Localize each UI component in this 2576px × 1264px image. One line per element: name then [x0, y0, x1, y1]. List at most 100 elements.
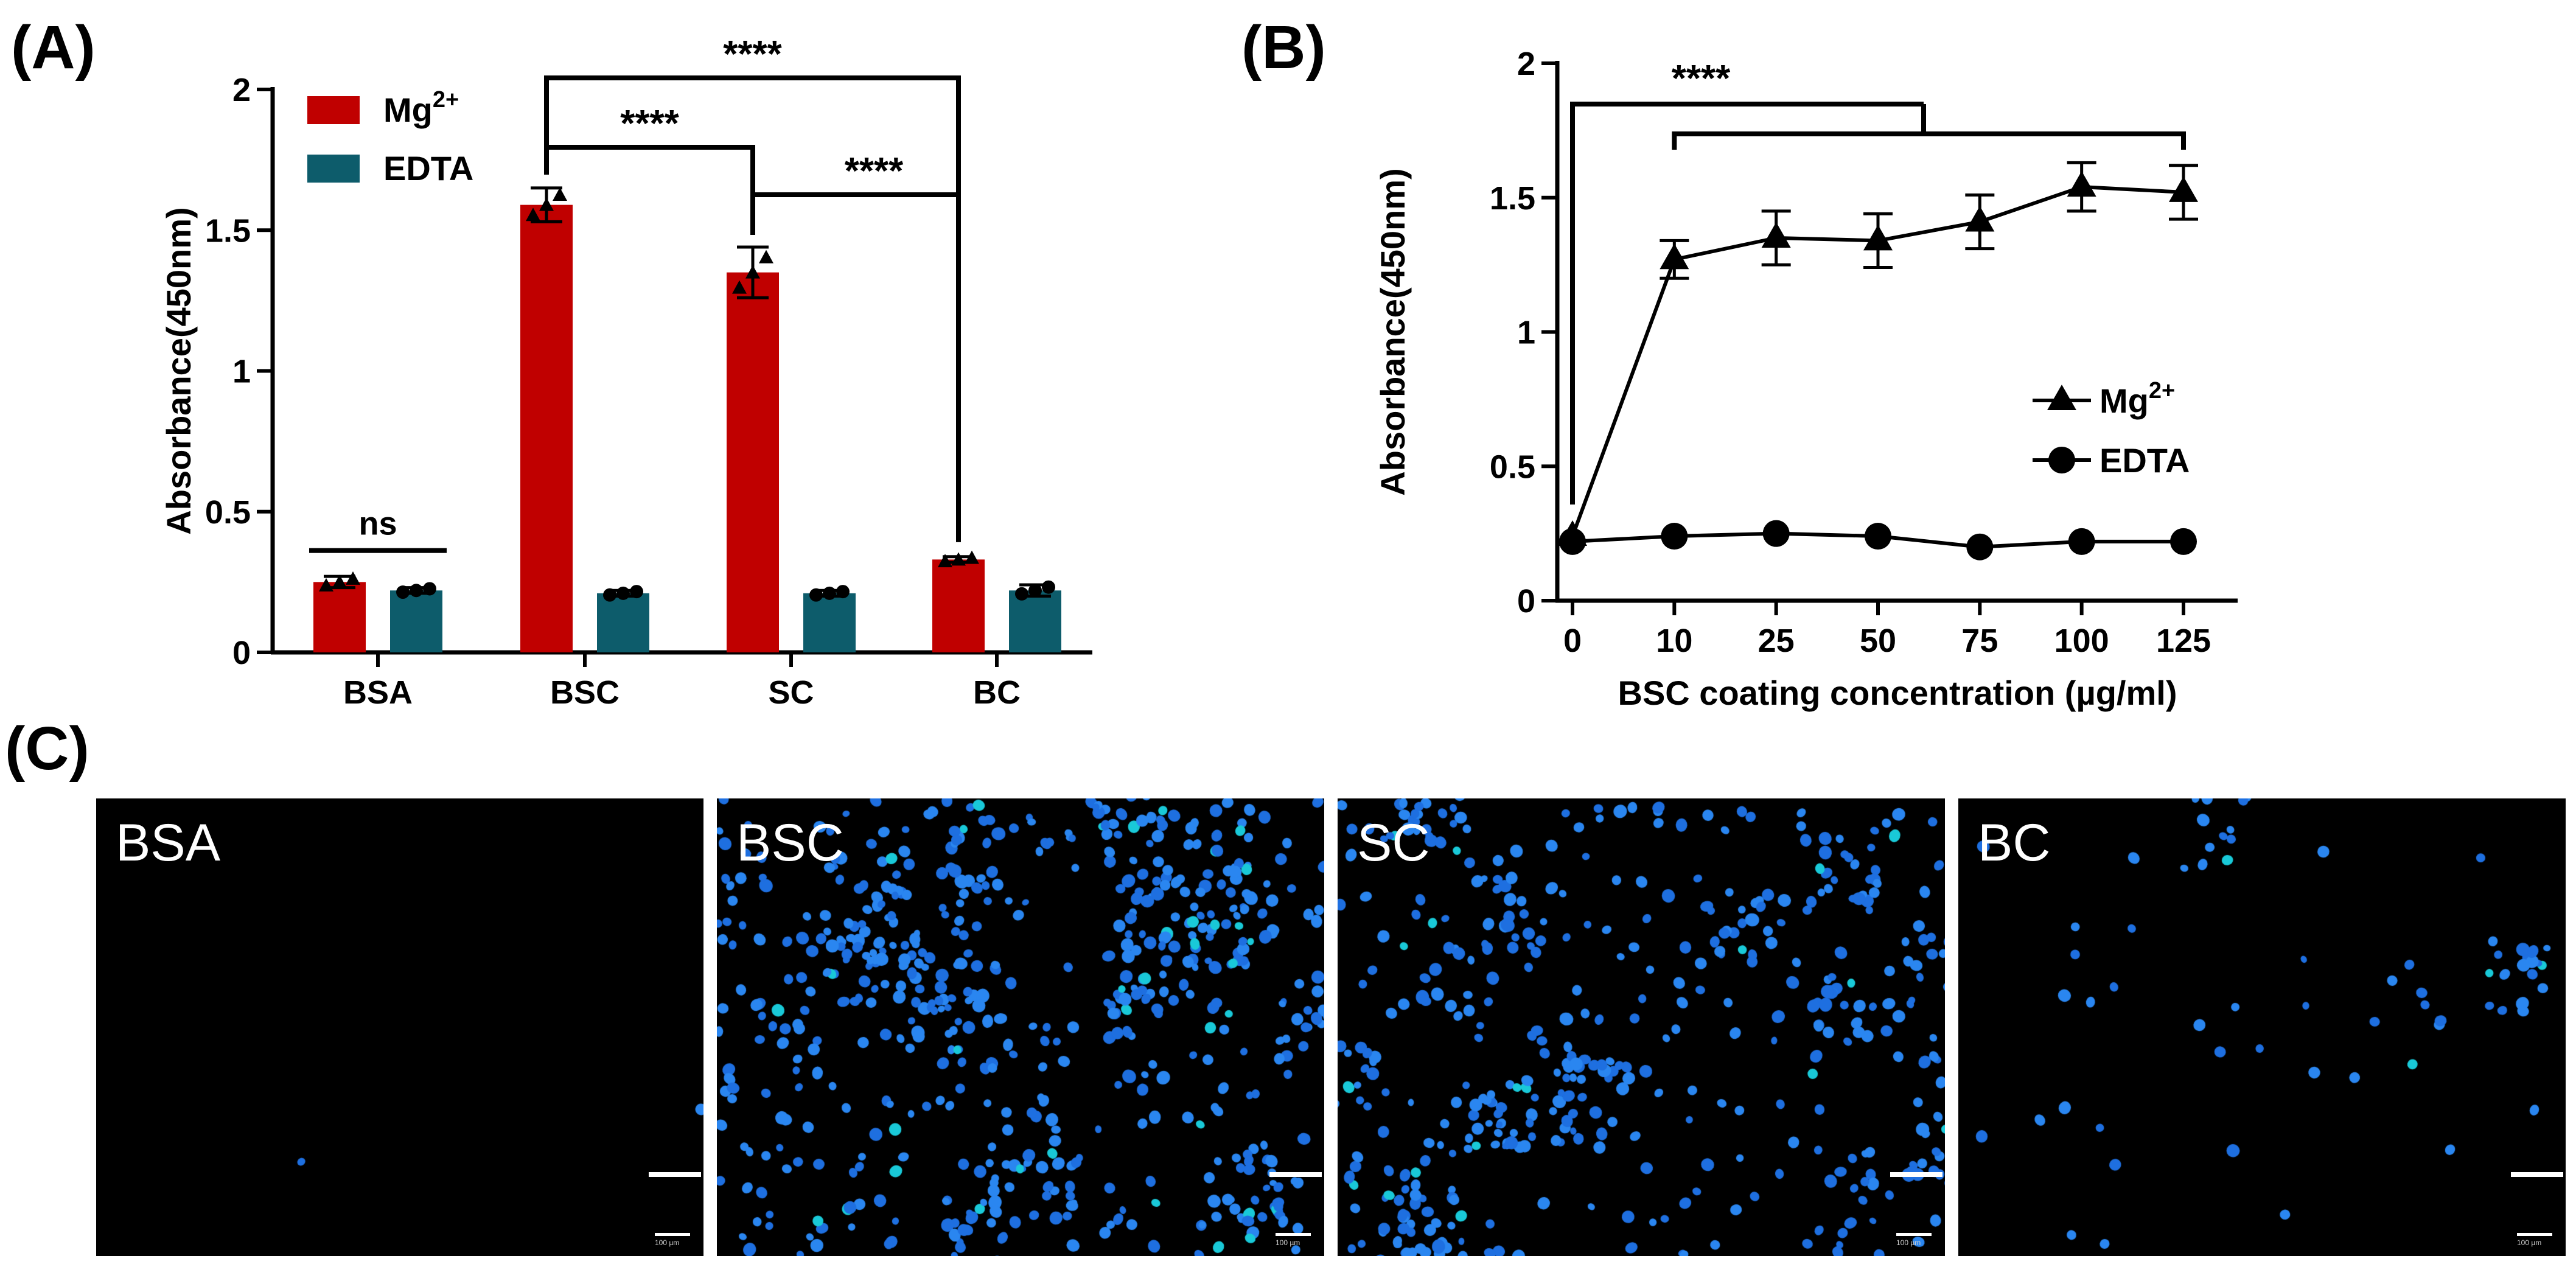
y-tick-label: 0	[232, 635, 251, 671]
micrograph-bsa: BSA 100 µm	[96, 798, 703, 1256]
y-tick-label: 1	[232, 354, 251, 390]
scale-bar-small	[1896, 1233, 1932, 1236]
x-tick-label: 10	[1656, 623, 1692, 659]
scale-bar-small	[655, 1233, 690, 1236]
replicate-point	[396, 585, 410, 599]
sig-bracket	[544, 145, 755, 235]
scale-bar-text: 100 µm	[655, 1238, 680, 1247]
legend-marker	[2047, 385, 2076, 410]
replicate-point	[732, 280, 747, 294]
legend-label: Mg2+	[383, 87, 459, 129]
sig-label: ****	[1672, 58, 1731, 100]
micrograph-label: BSC	[736, 814, 844, 872]
micrograph-image	[717, 798, 1324, 1256]
scale-bar-large	[649, 1172, 701, 1177]
data-point	[2169, 176, 2198, 202]
x-tick-label: 75	[1961, 623, 1998, 659]
micrograph-image	[96, 798, 703, 1256]
panel-label-c: (C)	[5, 714, 89, 783]
sig-bracket	[1570, 102, 1924, 505]
legend-label: EDTA	[2100, 441, 2190, 480]
replicate-point	[332, 574, 347, 588]
x-tick-label: BC	[973, 674, 1021, 711]
micrograph-label: BSA	[116, 814, 221, 872]
replicate-point	[823, 586, 836, 600]
y-tick-label: 1.5	[205, 212, 251, 249]
micrograph-label: BC	[1978, 814, 2051, 872]
x-tick-label: 100	[2054, 623, 2109, 659]
replicate-point	[410, 584, 423, 598]
replicate-point	[1042, 580, 1055, 594]
y-axis-label: Absorbance(450nm)	[1374, 168, 1412, 495]
y-tick-label: 2	[1517, 46, 1535, 82]
scale-bar-text: 100 µm	[2517, 1238, 2542, 1247]
bar-EDTA-BC	[1009, 590, 1061, 652]
replicate-point	[809, 588, 823, 602]
sig-label: ****	[845, 150, 904, 192]
data-point	[1966, 533, 1994, 560]
legend-label: Mg2+	[2100, 378, 2175, 420]
x-tick-label: BSC	[550, 674, 620, 711]
replicate-point	[346, 571, 360, 585]
micrograph-label: SC	[1357, 814, 1430, 872]
bar-EDTA-BSA	[390, 590, 442, 652]
replicate-point	[745, 265, 760, 279]
x-tick-label: SC	[768, 674, 814, 711]
data-point	[1762, 520, 1790, 547]
bar-Mg2+-SC	[727, 272, 779, 652]
data-point	[1661, 523, 1688, 550]
data-point	[2170, 528, 2197, 555]
sig-bracket	[750, 192, 961, 542]
bar-Mg2+-BSC	[520, 204, 573, 652]
data-point	[1761, 222, 1791, 248]
y-tick-label: 0	[1517, 583, 1535, 620]
y-tick-label: 1.5	[1490, 180, 1535, 217]
legend-marker	[2048, 447, 2075, 473]
replicate-point	[1015, 587, 1028, 601]
scale-bar-large	[1890, 1172, 1942, 1177]
micrograph-image	[1958, 798, 2566, 1256]
replicate-point	[603, 588, 616, 602]
micrograph-sc: SC 100 µm	[1338, 798, 1945, 1256]
scale-bar-text: 100 µm	[1896, 1238, 1921, 1247]
replicate-point	[616, 586, 630, 600]
data-point	[1559, 528, 1586, 555]
data-point	[1965, 206, 1995, 232]
y-tick-label: 1	[1517, 315, 1535, 351]
x-tick-label: BSA	[343, 674, 413, 711]
replicate-point	[759, 250, 773, 264]
legend-label: EDTA	[383, 149, 473, 187]
replicate-point	[319, 578, 333, 592]
line-chart-concentration: 0 0.5 1 1.5 2 Absorbance(450nm) 0 10 25 50 75 100 12…	[1374, 46, 2238, 712]
legend-swatch	[307, 96, 360, 124]
data-point	[2067, 171, 2096, 197]
scale-bar-small	[2517, 1233, 2552, 1236]
sig-label: ****	[620, 103, 679, 145]
replicate-point	[539, 197, 554, 211]
scale-bar-text: 100 µm	[1276, 1238, 1300, 1247]
scale-bar-large	[1269, 1172, 1322, 1177]
data-point	[1863, 225, 1893, 251]
replicate-point	[526, 208, 540, 222]
data-point	[1865, 523, 1891, 550]
x-tick-label: 125	[2156, 623, 2211, 659]
micrograph-bc: BC 100 µm	[1958, 798, 2566, 1256]
panel-label-b: (B)	[1241, 13, 1326, 82]
x-tick-label: 0	[1563, 623, 1582, 659]
replicate-point	[553, 187, 567, 201]
bar-chart-absorbance: 0 0.5 1 1.5 2 Absorbance(450nm) BSA BSC SC BC ****…	[159, 33, 1092, 711]
panel-label-a: (A)	[11, 13, 96, 82]
y-tick-label: 2	[232, 72, 251, 108]
sig-label: ns	[358, 506, 397, 542]
bar-EDTA-BSC	[597, 593, 649, 652]
replicate-point	[836, 585, 850, 599]
replicate-point	[938, 554, 952, 568]
scale-bar-small	[1276, 1233, 1311, 1236]
sig-bracket	[1672, 131, 2186, 150]
replicate-point	[1028, 584, 1042, 598]
y-axis-label: Absorbance(450nm)	[159, 207, 198, 534]
sig-label: ****	[723, 33, 782, 75]
x-axis-label: BSC coating concentration (µg/ml)	[1618, 674, 2177, 712]
data-point	[1660, 243, 1689, 270]
legend-swatch	[307, 155, 360, 183]
